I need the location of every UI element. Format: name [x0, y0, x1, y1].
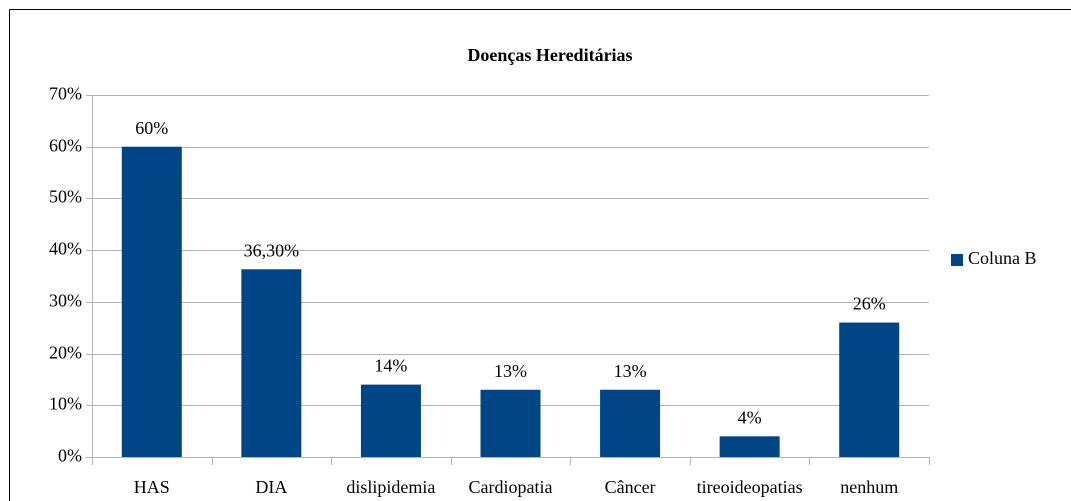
y-tick-label: 20%	[49, 343, 82, 363]
x-tick-label: nenhum	[840, 477, 898, 497]
y-tick-label: 10%	[49, 394, 82, 414]
data-label: 13%	[494, 361, 527, 381]
x-tick-label: dislipidemia	[346, 477, 435, 497]
y-tick-label: 60%	[49, 136, 82, 156]
x-tick-label: tireoideopatias	[697, 477, 803, 497]
y-tick-label: 70%	[49, 84, 82, 104]
y-tick-label: 30%	[49, 291, 82, 311]
x-tick-label: Cardiopatia	[469, 477, 553, 497]
y-tick-label: 40%	[49, 239, 82, 259]
data-label: 60%	[135, 118, 168, 138]
legend-label: Coluna B	[968, 248, 1037, 268]
bar	[719, 436, 780, 457]
y-tick-label: 50%	[49, 187, 82, 207]
y-tick-label: 0%	[58, 446, 82, 466]
data-label: 14%	[374, 356, 407, 376]
data-label: 4%	[738, 407, 762, 427]
bar	[839, 322, 900, 457]
x-tick-label: HAS	[134, 477, 170, 497]
bar	[480, 389, 541, 457]
data-label: 26%	[853, 294, 886, 314]
bar	[241, 269, 302, 457]
bar	[600, 389, 661, 457]
bar	[121, 146, 182, 457]
x-tick-label: DIA	[255, 477, 287, 497]
x-tick-label: Câncer	[605, 477, 656, 497]
data-label: 13%	[614, 361, 647, 381]
chart-title: Doenças Hereditárias	[467, 45, 632, 65]
bar	[360, 384, 421, 457]
legend-swatch	[951, 254, 963, 266]
data-label: 36,30%	[244, 240, 300, 260]
